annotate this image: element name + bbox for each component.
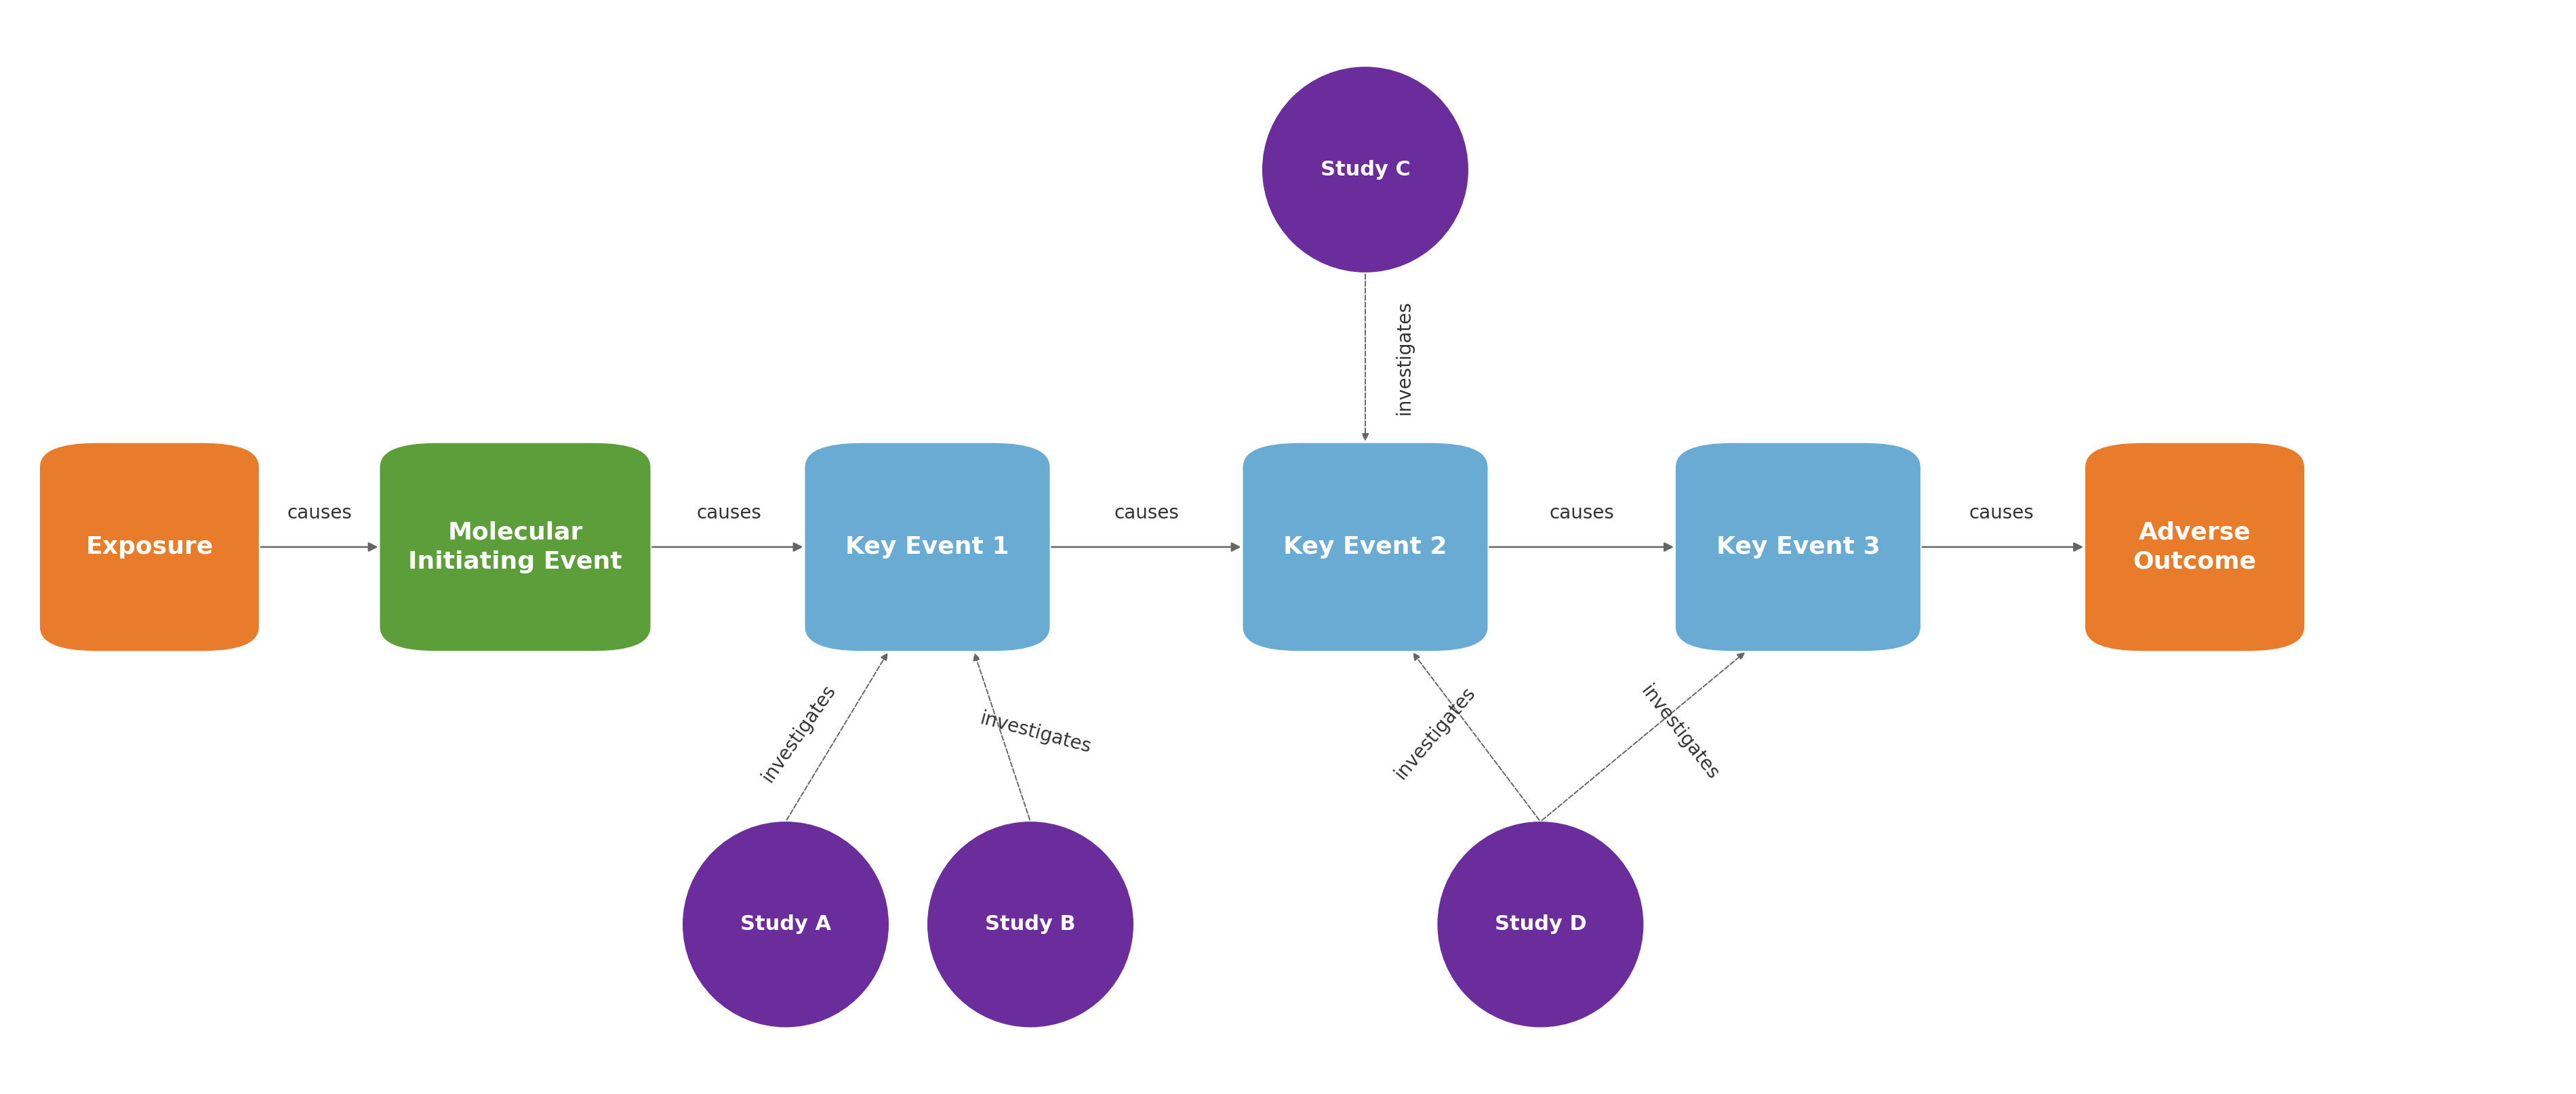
Text: Key Event 3: Key Event 3 (1716, 535, 1880, 559)
Text: causes: causes (1113, 504, 1180, 523)
Text: Study D: Study D (1494, 915, 1587, 934)
Text: Study C: Study C (1321, 160, 1409, 179)
Text: Exposure: Exposure (85, 535, 214, 559)
Text: causes: causes (696, 504, 762, 523)
Text: causes: causes (1548, 504, 1615, 523)
Text: Key Event 1: Key Event 1 (845, 535, 1010, 559)
Ellipse shape (927, 822, 1133, 1027)
Text: investigates: investigates (1636, 682, 1723, 784)
Text: Adverse
Outcome: Adverse Outcome (2133, 521, 2257, 573)
Text: causes: causes (286, 504, 353, 523)
Text: investigates: investigates (1391, 683, 1479, 783)
Ellipse shape (683, 822, 889, 1027)
Ellipse shape (1262, 67, 1468, 272)
Text: Molecular
Initiating Event: Molecular Initiating Event (407, 521, 623, 573)
Text: Key Event 2: Key Event 2 (1283, 535, 1448, 559)
Text: causes: causes (1968, 504, 2035, 523)
Ellipse shape (1437, 822, 1643, 1027)
FancyBboxPatch shape (804, 443, 1051, 651)
Text: investigates: investigates (1394, 301, 1414, 415)
Text: Study B: Study B (984, 915, 1077, 934)
Text: investigates: investigates (757, 680, 840, 785)
FancyBboxPatch shape (2087, 443, 2303, 651)
FancyBboxPatch shape (1674, 443, 1919, 651)
FancyBboxPatch shape (1244, 443, 1489, 651)
FancyBboxPatch shape (41, 443, 258, 651)
Text: investigates: investigates (979, 709, 1092, 757)
Text: Study A: Study A (739, 915, 832, 934)
FancyBboxPatch shape (381, 443, 649, 651)
